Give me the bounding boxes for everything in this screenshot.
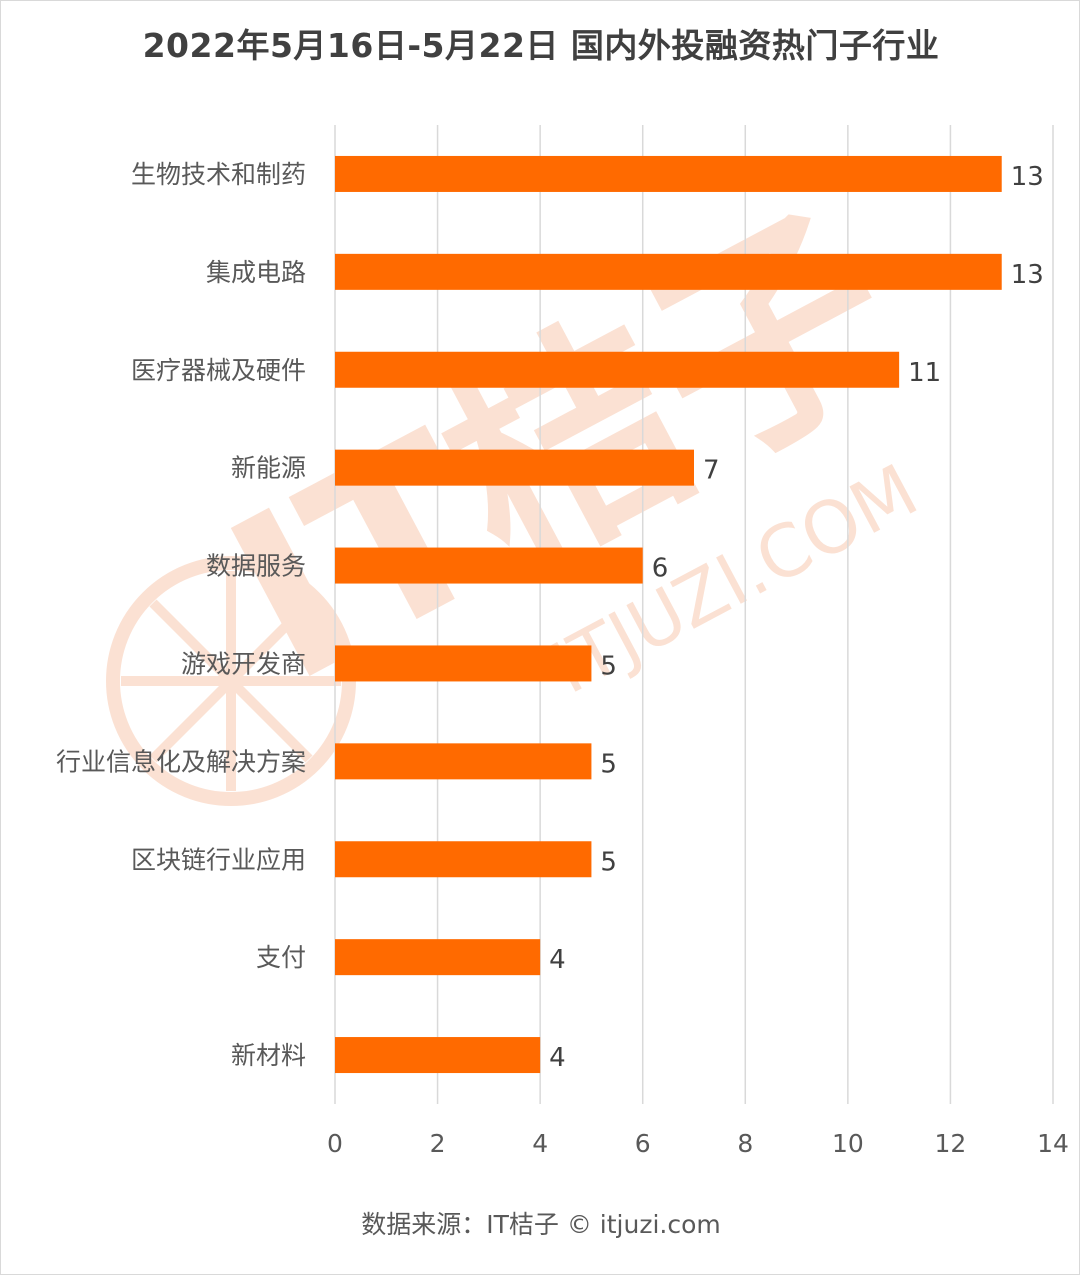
bar xyxy=(335,645,592,682)
data-label: 11 xyxy=(908,358,941,388)
bar xyxy=(335,547,643,584)
x-tick-label: 2 xyxy=(430,1129,446,1158)
category-label: 医疗器械及硬件 xyxy=(131,356,306,385)
category-label: 游戏开发商 xyxy=(181,649,306,678)
bar xyxy=(335,155,1002,192)
bar xyxy=(335,939,541,976)
category-label: 支付 xyxy=(256,943,306,972)
category-label: 新材料 xyxy=(231,1041,306,1070)
bar xyxy=(335,351,900,388)
chart-title: 2022年5月16日-5月22日 国内外投融资热门子行业 xyxy=(142,26,940,65)
bar xyxy=(335,743,592,780)
x-tick-label: 10 xyxy=(832,1129,864,1158)
x-tick-label: 8 xyxy=(737,1129,753,1158)
category-label: 生物技术和制药 xyxy=(131,160,306,189)
bar xyxy=(335,841,592,878)
data-label: 4 xyxy=(549,1043,566,1073)
category-label: 行业信息化及解决方案 xyxy=(56,747,306,776)
data-label: 13 xyxy=(1011,162,1044,192)
bar xyxy=(335,449,694,486)
x-tick-label: 14 xyxy=(1037,1129,1069,1158)
x-tick-label: 6 xyxy=(635,1129,651,1158)
data-label: 5 xyxy=(600,651,617,681)
x-tick-label: 12 xyxy=(935,1129,967,1158)
category-label: 数据服务 xyxy=(206,552,306,581)
data-label: 5 xyxy=(600,847,617,877)
x-tick-label: 4 xyxy=(532,1129,548,1158)
category-label: 区块链行业应用 xyxy=(131,845,306,874)
data-label: 6 xyxy=(652,554,669,584)
bar xyxy=(335,1037,541,1074)
data-label: 4 xyxy=(549,945,566,975)
data-label: 5 xyxy=(600,749,617,779)
data-label: 13 xyxy=(1011,260,1044,290)
x-tick-label: 0 xyxy=(327,1129,343,1158)
category-label: 集成电路 xyxy=(206,258,306,287)
bar xyxy=(335,253,1002,290)
category-label: 新能源 xyxy=(231,454,306,483)
source-note: 数据来源：IT桔子 © itjuzi.com xyxy=(361,1210,721,1239)
data-label: 7 xyxy=(703,456,720,486)
